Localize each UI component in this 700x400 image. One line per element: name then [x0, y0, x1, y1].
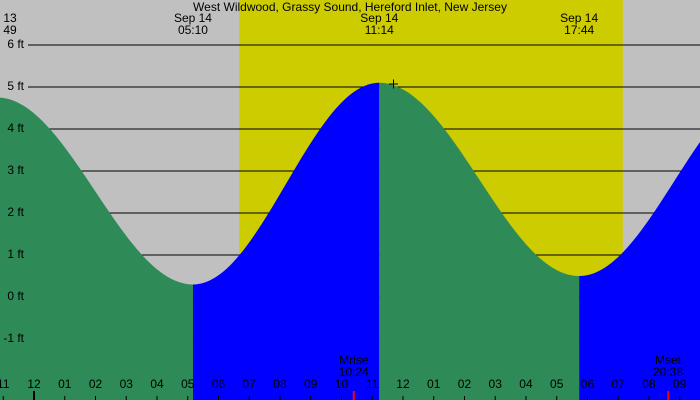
event-time: 49 — [3, 23, 17, 37]
y-tick-label: 5 ft — [7, 79, 24, 93]
x-tick-label: 03 — [120, 377, 134, 391]
y-tick-label: 6 ft — [7, 37, 24, 51]
x-tick-label: 12 — [27, 377, 41, 391]
event-time: 17:44 — [564, 23, 594, 37]
event-time: 11:14 — [365, 23, 394, 37]
moon-time: 20:38 — [653, 365, 683, 379]
rising-tide — [192, 82, 380, 400]
x-tick-label: 08 — [642, 377, 656, 391]
x-tick-label: 12 — [396, 377, 410, 391]
event-date: Sep 14 — [560, 11, 598, 25]
x-tick-label: 09 — [673, 377, 687, 391]
x-tick-label: 06 — [212, 377, 226, 391]
event-date: Sep 14 — [360, 11, 398, 25]
x-tick-label: 02 — [458, 377, 472, 391]
x-tick-label: 06 — [581, 377, 595, 391]
chart-title: West Wildwood, Grassy Sound, Hereford In… — [193, 0, 507, 14]
rising-tide — [579, 142, 700, 400]
falling-tide — [379, 82, 580, 400]
tide-layer — [0, 82, 700, 400]
x-tick-label: 05 — [181, 377, 195, 391]
x-tick-label: 05 — [550, 377, 564, 391]
x-tick-label: 07 — [243, 377, 257, 391]
cursor-mark — [389, 79, 398, 89]
x-tick-label: 01 — [427, 377, 441, 391]
x-tick-label: 11 — [0, 377, 10, 391]
event-time: 05:10 — [178, 23, 208, 37]
x-tick-label: 04 — [519, 377, 533, 391]
x-tick-label: 02 — [89, 377, 103, 391]
x-tick-label: 09 — [304, 377, 318, 391]
x-tick-label: 10 — [335, 377, 349, 391]
x-tick-label: 04 — [150, 377, 164, 391]
moon-label: Mset — [655, 353, 682, 367]
x-tick-label: 08 — [273, 377, 287, 391]
x-tick-label: 01 — [58, 377, 72, 391]
moon-time: 10:24 — [339, 365, 369, 379]
moon-label: Mrise — [339, 353, 369, 367]
event-date: 13 — [3, 11, 17, 25]
y-tick-label: -1 ft — [3, 331, 24, 345]
falling-tide — [0, 97, 193, 400]
y-tick-label: 0 ft — [7, 289, 24, 303]
y-tick-label: 3 ft — [7, 163, 24, 177]
y-tick-label: 1 ft — [7, 247, 24, 261]
x-tick-label: 07 — [612, 377, 626, 391]
x-tick-label: 11 — [366, 377, 379, 391]
x-tick-label: 03 — [489, 377, 503, 391]
y-tick-label: 4 ft — [7, 121, 24, 135]
y-tick-label: 2 ft — [7, 205, 24, 219]
event-date: Sep 14 — [174, 11, 212, 25]
